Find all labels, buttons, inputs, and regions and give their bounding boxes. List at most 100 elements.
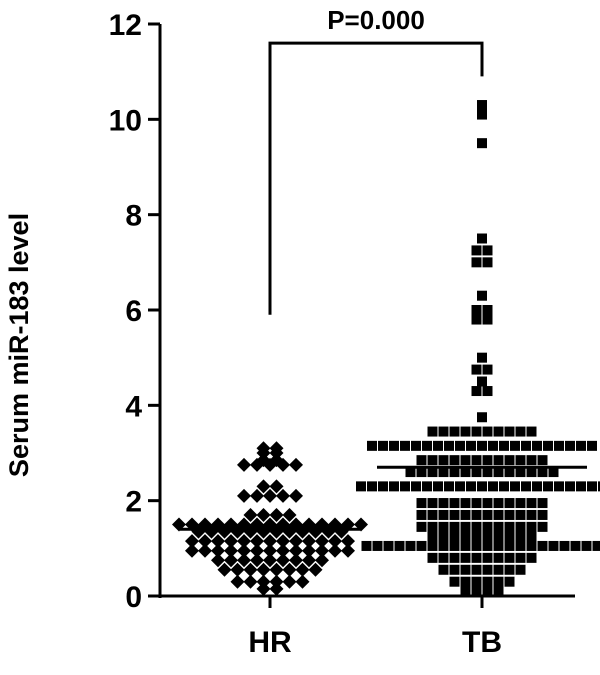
data-point-tb bbox=[460, 564, 471, 575]
data-point-hr bbox=[250, 543, 264, 558]
data-point-hr bbox=[211, 553, 225, 568]
data-point-hr bbox=[237, 534, 251, 549]
data-point-hr bbox=[224, 543, 238, 558]
data-point-hr bbox=[243, 574, 258, 589]
data-point-tb bbox=[493, 426, 504, 437]
data-point-tb bbox=[416, 455, 427, 466]
data-point-tb bbox=[548, 540, 559, 551]
data-point-hr bbox=[289, 543, 303, 558]
data-point-tb bbox=[367, 440, 377, 451]
data-point-tb bbox=[598, 481, 600, 492]
data-point-tb bbox=[389, 440, 399, 451]
data-point-hr bbox=[263, 488, 277, 503]
data-point-tb bbox=[460, 540, 471, 551]
data-point-tb bbox=[587, 440, 597, 451]
data-point-tb bbox=[460, 509, 471, 520]
data-point-hr bbox=[269, 574, 284, 589]
data-point-tb bbox=[394, 540, 405, 551]
data-point-tb bbox=[460, 521, 471, 532]
data-point-tb bbox=[477, 233, 487, 244]
data-point-tb bbox=[477, 100, 487, 111]
annotation-layer: P=0.000 bbox=[268, 5, 484, 315]
data-point-tb bbox=[438, 552, 449, 563]
data-point-tb bbox=[515, 552, 526, 563]
data-point-tb bbox=[427, 521, 438, 532]
data-point-hr bbox=[263, 553, 277, 568]
data-point-hr bbox=[289, 553, 303, 568]
data-point-tb bbox=[367, 481, 377, 492]
data-point-tb bbox=[460, 498, 471, 509]
data-point-tb bbox=[554, 481, 564, 492]
data-point-tb bbox=[482, 498, 493, 509]
data-point-tb bbox=[449, 521, 460, 532]
data-point-tb bbox=[515, 531, 526, 542]
y-tick-label: 10 bbox=[109, 104, 142, 137]
data-point-tb bbox=[559, 540, 570, 551]
y-tick-label: 0 bbox=[125, 581, 142, 614]
data-point-tb bbox=[499, 440, 509, 451]
data-point-tb bbox=[482, 426, 493, 437]
data-point-hr bbox=[315, 534, 329, 549]
data-point-tb bbox=[554, 440, 564, 451]
data-point-tb bbox=[504, 576, 515, 587]
data-point-hr bbox=[250, 534, 264, 549]
data-point-hr bbox=[263, 534, 277, 549]
data-point-tb bbox=[416, 540, 427, 551]
data-point-hr bbox=[243, 562, 258, 577]
data-point-tb bbox=[471, 586, 482, 597]
data-point-tb bbox=[427, 540, 438, 551]
data-point-hr bbox=[295, 574, 310, 589]
data-point-tb bbox=[515, 521, 526, 532]
data-point-hr bbox=[250, 553, 264, 568]
data-point-tb bbox=[592, 540, 600, 551]
data-point-tb bbox=[400, 440, 410, 451]
data-point-tb bbox=[427, 455, 438, 466]
data-point-tb bbox=[493, 586, 504, 597]
data-point-tb bbox=[411, 440, 421, 451]
data-point-tb bbox=[482, 564, 493, 575]
data-point-tb bbox=[537, 455, 548, 466]
data-point-hr bbox=[237, 488, 251, 503]
data-point-tb bbox=[449, 467, 460, 478]
y-tick-label: 4 bbox=[125, 390, 142, 423]
data-point-hr bbox=[269, 446, 284, 460]
y-axis-title: Serum miR-183 level bbox=[4, 213, 34, 477]
data-point-tb bbox=[504, 509, 515, 520]
data-point-hr bbox=[276, 534, 290, 549]
data-point-hr bbox=[282, 574, 297, 589]
data-point-tb bbox=[515, 564, 526, 575]
data-point-tb bbox=[477, 290, 487, 301]
data-point-tb bbox=[526, 455, 537, 466]
data-point-tb bbox=[438, 564, 449, 575]
data-point-tb bbox=[471, 426, 482, 437]
data-point-tb bbox=[526, 552, 537, 563]
data-point-tb bbox=[372, 540, 383, 551]
data-point-tb bbox=[405, 467, 416, 478]
data-point-tb bbox=[444, 481, 454, 492]
p-value-label: P=0.000 bbox=[327, 5, 425, 35]
data-point-tb bbox=[493, 521, 504, 532]
data-point-tb bbox=[471, 509, 482, 520]
data-point-tb bbox=[416, 509, 427, 520]
data-point-tb bbox=[438, 540, 449, 551]
data-point-tb bbox=[427, 552, 438, 563]
data-point-tb bbox=[477, 352, 487, 363]
data-point-tb bbox=[482, 531, 493, 542]
data-point-tb bbox=[504, 540, 515, 551]
data-point-tb bbox=[471, 257, 482, 268]
axis-layer: 0 2 4 6 8 10 12 HR TB bbox=[109, 9, 575, 659]
data-point-tb bbox=[449, 498, 460, 509]
data-point-hr bbox=[256, 574, 271, 589]
data-point-hr bbox=[198, 543, 212, 558]
data-point-tb bbox=[499, 481, 509, 492]
data-point-tb bbox=[488, 481, 498, 492]
data-point-hr bbox=[237, 457, 251, 472]
data-point-tb bbox=[493, 498, 504, 509]
data-point-hr bbox=[269, 562, 284, 577]
data-point-tb bbox=[521, 440, 531, 451]
y-tick-label: 6 bbox=[125, 295, 142, 328]
data-point-tb bbox=[466, 481, 476, 492]
data-point-hr bbox=[269, 479, 284, 494]
data-point-tb bbox=[471, 467, 482, 478]
